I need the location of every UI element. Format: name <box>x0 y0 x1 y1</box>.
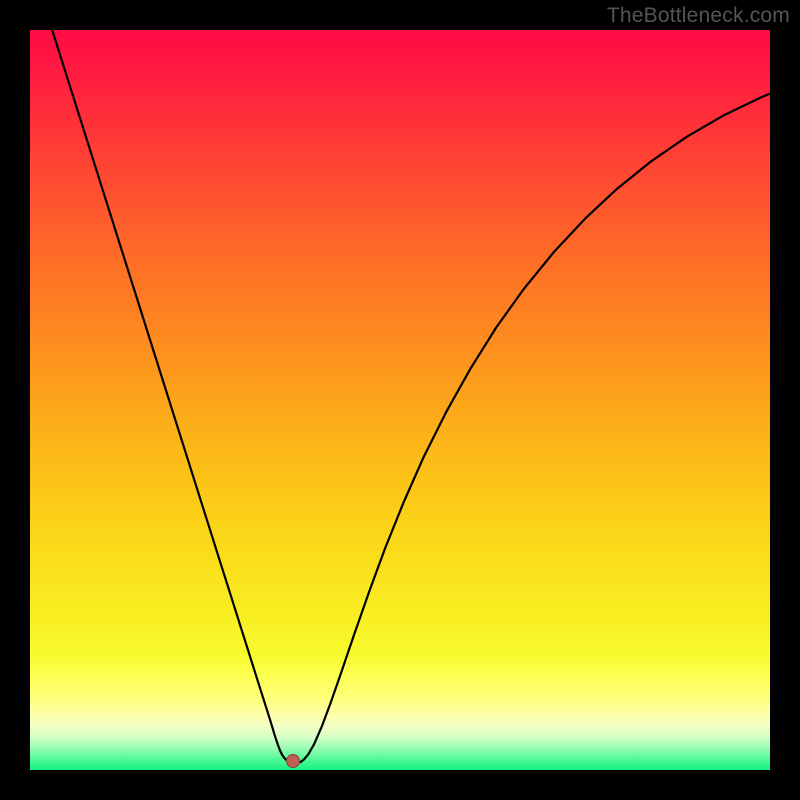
minimum-marker <box>286 754 300 768</box>
value-curve <box>30 30 770 770</box>
watermark-text: TheBottleneck.com <box>607 4 790 28</box>
plot-area <box>30 30 770 770</box>
